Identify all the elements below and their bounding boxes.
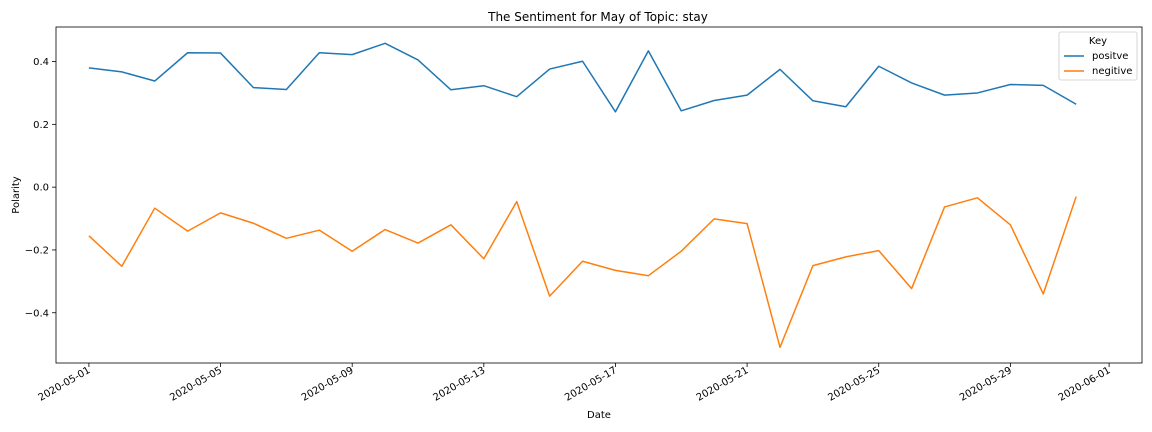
legend: Key positve negitive [1058, 31, 1138, 81]
y-axis-title: Polarity [11, 176, 22, 214]
x-axis: 2020-05-01 2020-05-05 2020-05-09 2020-05-13… [37, 363, 1113, 404]
y-axis: −0.4 −0.2 0.0 0.2 0.4 [25, 57, 56, 319]
series-line-negitive [88, 196, 1077, 349]
series-line-positve [88, 42, 1077, 113]
x-tick-label: 2020-05-29 [958, 365, 1014, 404]
y-tick-label: −0.4 [25, 308, 49, 319]
x-tick-label: 2020-05-01 [37, 365, 93, 404]
y-tick-label: 0.4 [33, 57, 49, 68]
x-tick-label: 2020-05-09 [300, 365, 356, 404]
y-tick-label: 0.0 [33, 183, 49, 194]
plot-area [55, 26, 1143, 364]
legend-entry-positve: positve [1092, 51, 1128, 62]
x-axis-title: Date [587, 410, 611, 421]
legend-box [1058, 31, 1138, 81]
y-tick-label: −0.2 [25, 245, 49, 256]
x-tick-label: 2020-05-25 [826, 365, 882, 404]
x-tick-label: 2020-05-17 [563, 365, 619, 404]
x-tick-label: 2020-05-05 [168, 365, 224, 404]
legend-title: Key [1089, 36, 1107, 47]
x-tick-label: 2020-05-13 [431, 365, 487, 404]
x-tick-label: 2020-06-01 [1057, 365, 1113, 404]
legend-entry-negitive: negitive [1092, 66, 1132, 77]
y-tick-label: 0.2 [33, 120, 49, 131]
chart-title: The Sentiment for May of Topic: stay [487, 10, 708, 24]
x-tick-label: 2020-05-21 [695, 365, 751, 404]
series-lines [88, 42, 1077, 349]
